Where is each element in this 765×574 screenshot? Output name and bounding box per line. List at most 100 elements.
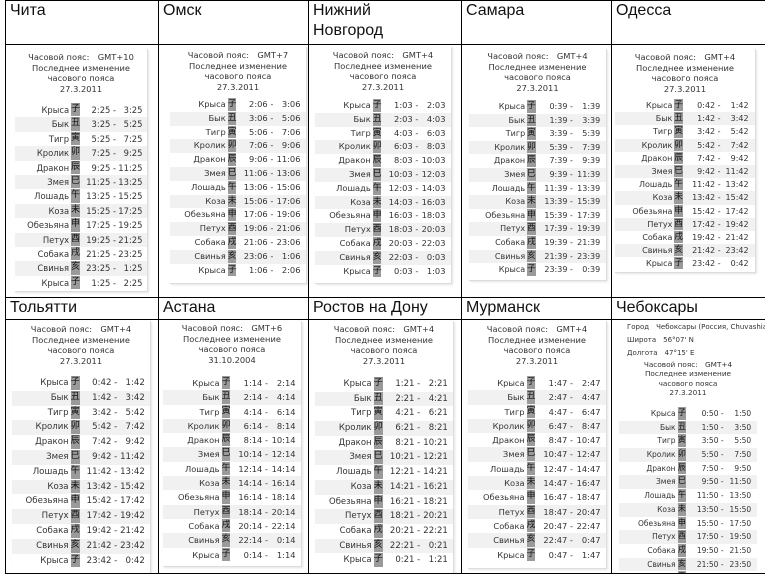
zodiac-character: 丑 — [674, 112, 683, 125]
zodiac-character: 巳 — [372, 167, 382, 181]
last-change-label-2: часового пояса — [503, 345, 571, 355]
hour-row: Коза 未 14:14 -16:14 — [163, 476, 301, 491]
hour-row: Лошадь 午 11:42 - 13:42 — [615, 178, 755, 191]
time-end: 6:21 — [428, 408, 448, 419]
time-end: 2:47 — [581, 378, 601, 388]
time-start: 0:50 - — [701, 409, 724, 418]
time-end: 5:42 — [125, 407, 145, 418]
time-end: 11:50 — [729, 477, 752, 487]
time-end: 1:03 — [426, 265, 446, 276]
time-start: 15:42 - — [86, 496, 118, 507]
zodiac-hours-card: Часовой пояс: GMT+7 Последнее изменение ча… — [170, 47, 307, 284]
zodiac-character: 酉 — [221, 504, 231, 518]
time-start: 9:39 - — [549, 169, 573, 179]
time-end: 6:03 — [426, 127, 446, 138]
timezone-label: Часовой пояс: — [30, 324, 93, 334]
hour-row: Собака 戌 20:47 -22:47 — [468, 518, 606, 533]
hour-row: Бык 丑 2:03 - 4:03 — [315, 112, 451, 127]
time-start: 11:42 - — [692, 180, 721, 190]
timezone-value: GMT+4 — [704, 52, 736, 62]
animal-name: Петух — [500, 224, 526, 234]
timezone-value: GMT+4 — [402, 50, 434, 60]
time-end: 0:14 — [276, 535, 296, 546]
time-end: 19:39 — [577, 224, 601, 234]
zodiac-character: 未 — [227, 194, 237, 208]
hour-row: Кролик 卯 5:39 - 7:39 — [469, 140, 606, 155]
animal-name: Петух — [344, 224, 371, 235]
last-change-label-2: часового пояса — [47, 345, 115, 355]
animal-name: Коза — [657, 504, 676, 514]
timezone-block: Часовой пояс: GMT+7 Последнее изменение ча… — [170, 50, 306, 92]
zodiac-character: 子 — [373, 377, 383, 391]
last-change-label: Последнее изменение — [636, 62, 734, 73]
zodiac-hours-card: Часовой пояс: GMT+4 Последнее изменение ча… — [315, 47, 452, 284]
hour-row: Свинья 亥 23:06 - 1:06 — [170, 249, 306, 264]
hour-row: Свинья 亥 21:50 - 23:50 — [619, 557, 757, 572]
hour-row: Обезьяна 申 15:42 - 17:42 — [615, 204, 755, 218]
zodiac-character: 子 — [373, 553, 383, 567]
time-start: 13:42 - — [86, 481, 118, 492]
grid-line-horizontal — [5, 297, 765, 298]
hour-row: Змея 巳 11:06 -13:06 — [170, 166, 306, 181]
hour-row: Петух 酉 18:03 -20:03 — [315, 223, 451, 237]
zodiac-character: 未 — [527, 195, 536, 208]
animal-name: Тигр — [504, 406, 525, 417]
time-end: 7:42 — [730, 140, 749, 150]
time-start: 16:14 - — [238, 492, 268, 503]
city-cell: Ростов на Дону Часовой пояс: GMT+4 Последн… — [308, 297, 461, 574]
zodiac-character: 午 — [372, 181, 382, 195]
hour-row: Кролик 卯 5:50 - 7:50 — [619, 448, 757, 462]
animal-name: Кролик — [641, 140, 673, 150]
time-start: 7:42 - — [697, 153, 721, 163]
zodiac-character: 申 — [526, 490, 536, 504]
time-start: 23:42 - — [86, 555, 118, 566]
animal-name: Дракон — [492, 435, 525, 446]
info-label: Город — [627, 323, 650, 331]
zodiac-character: 巳 — [227, 166, 237, 180]
time-start: 2:14 - — [243, 392, 268, 403]
city-name: Чебоксары — [616, 299, 698, 316]
zodiac-character: 辰 — [674, 151, 683, 164]
time-start: 5:50 - — [701, 450, 724, 460]
time-start: 9:06 - — [249, 154, 274, 165]
zodiac-character: 子 — [70, 376, 80, 390]
hour-row: Обезьяна 申 16:03 -18:03 — [315, 209, 451, 223]
timezone-label: Часовой пояс: — [643, 360, 698, 369]
animal-name: Бык — [202, 392, 220, 403]
last-change-label-2: часового пояса — [504, 72, 571, 82]
time-start: 4:21 - — [395, 408, 421, 419]
time-end: 6:47 — [581, 406, 601, 417]
zodiac-character: 卯 — [527, 140, 536, 154]
zodiac-character: 未 — [373, 479, 383, 494]
zodiac-character: 酉 — [227, 222, 237, 235]
hour-row: Коза 未 15:25 -17:25 — [15, 203, 147, 219]
time-end: 13:25 — [118, 176, 143, 187]
time-end: 15:42 — [725, 193, 749, 203]
zodiac-character: 寅 — [70, 405, 80, 420]
time-start: 8:03 - — [394, 155, 419, 166]
hour-row: Свинья 亥 22:03 - 0:03 — [315, 250, 451, 265]
time-start: 21:39 - — [544, 251, 573, 261]
zodiac-character: 卯 — [227, 139, 237, 153]
zodiac-character: 戌 — [71, 246, 81, 261]
time-end: 8:14 — [276, 420, 296, 431]
animal-name: Собака — [339, 525, 372, 536]
zodiac-character: 辰 — [527, 154, 536, 167]
animal-name: Свинья — [493, 535, 525, 546]
location-info-line: Широта 56°07' N — [627, 334, 765, 347]
hour-row: Дракон 辰 7:42 - 9:42 — [615, 151, 755, 165]
hour-row: Дракон 辰 9:25 -11:25 — [15, 160, 147, 175]
zodiac-character: 寅 — [674, 125, 683, 138]
timezone-line: Часовой пояс: GMT+4 — [315, 50, 451, 61]
timezone-block: Часовой пояс: GMT+4 Последнее изменение ча… — [315, 324, 453, 366]
animal-name: Тигр — [505, 129, 526, 139]
city-cell: Омск Часовой пояс: GMT+7 Последнее изменен… — [158, 0, 308, 297]
time-end: 9:42 — [125, 437, 145, 448]
zodiac-character: 午 — [674, 178, 683, 191]
zodiac-character: 卯 — [221, 418, 231, 433]
hour-row: Змея 巳 9:39 - 11:39 — [469, 167, 606, 182]
timezone-block: Часовой пояс: GMT+4 Последнее изменение ча… — [619, 360, 757, 397]
animal-name: Тигр — [199, 406, 220, 417]
zodiac-character: 亥 — [372, 250, 382, 264]
